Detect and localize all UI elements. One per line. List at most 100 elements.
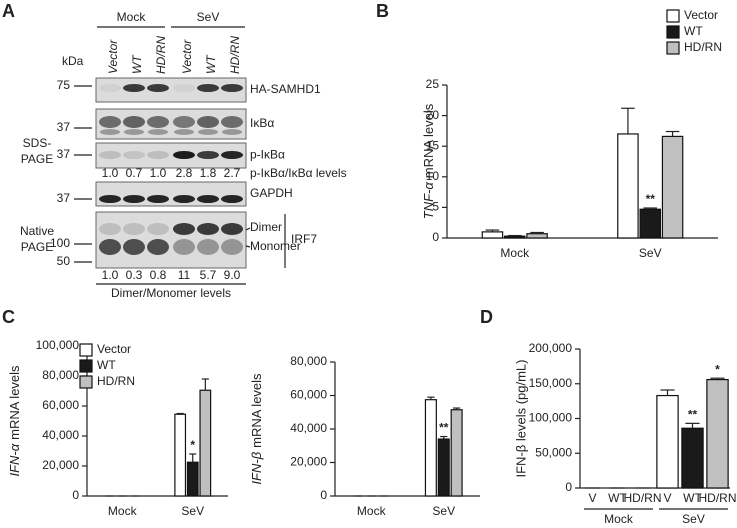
y-axis-label: IFN-β mRNA levels (249, 373, 264, 485)
band (173, 151, 195, 159)
bar (186, 461, 199, 497)
band (221, 84, 243, 92)
band (123, 84, 145, 92)
band (99, 116, 121, 128)
y-tick-label: 200,000 (529, 341, 573, 355)
x-tick-label: SeV (639, 246, 662, 260)
bar (661, 135, 684, 239)
bar (656, 394, 679, 489)
significance: ** (646, 192, 656, 206)
band (221, 195, 243, 203)
band (123, 223, 145, 235)
kda-label: kDa (62, 54, 84, 68)
band (123, 239, 145, 255)
bar (639, 208, 662, 239)
y-tick-label: 10 (426, 169, 440, 183)
legend-label: HD/RN (684, 40, 722, 54)
bar (199, 389, 212, 497)
lane-label: HD/RN (228, 36, 242, 74)
band (197, 195, 219, 203)
y-tick-label: 100,000 (36, 338, 80, 352)
ratio-value: 0.7 (126, 166, 143, 180)
ratio-value: 1.0 (102, 166, 119, 180)
significance: ** (439, 421, 449, 435)
band (123, 116, 145, 128)
significance: * (715, 362, 720, 376)
band (197, 84, 219, 92)
y-tick-label: 5 (432, 200, 439, 214)
panel-letter: D (480, 307, 493, 327)
legend-swatch (79, 359, 93, 373)
band (148, 129, 168, 135)
significance: * (190, 438, 195, 452)
y-axis-label: IFN-α mRNA levels (7, 365, 22, 477)
y-tick-label: 60,000 (290, 388, 327, 402)
y-axis-label-part: mRNA levels (7, 365, 22, 440)
band (123, 151, 145, 159)
x-tick-label: Mock (357, 504, 387, 518)
y-axis-label-part: mRNA levels (249, 373, 264, 448)
blot (95, 77, 247, 103)
band (173, 195, 195, 203)
band (100, 129, 120, 135)
blot-label: GAPDH (250, 186, 293, 200)
legend-label: WT (684, 24, 703, 38)
legend-swatch (79, 343, 93, 357)
legend-label: Vector (684, 8, 718, 22)
y-axis-label-part: TNF-α (421, 182, 436, 220)
ratio-label: Dimer/Monomer levels (111, 286, 231, 300)
legend-swatch (666, 9, 680, 23)
group-label: SeV (197, 10, 220, 24)
section-label: PAGE (21, 240, 53, 254)
y-tick-label: 0 (72, 488, 79, 502)
bar (617, 133, 639, 239)
group-label: Mock (117, 10, 147, 24)
bar (526, 233, 548, 239)
x-tick-label: V (663, 491, 671, 505)
y-tick-label: 80,000 (42, 368, 79, 382)
ratio-value: 0.8 (150, 268, 167, 282)
x-tick-label: SeV (432, 504, 455, 518)
lane-label: WT (204, 54, 218, 74)
ratio-value: 5.7 (200, 268, 217, 282)
ratio-value: 1.0 (102, 268, 119, 282)
band (173, 223, 195, 235)
marker-label: 50 (57, 254, 71, 268)
band (173, 84, 195, 92)
band (221, 116, 243, 128)
ratio-value: 2.7 (224, 166, 241, 180)
band (173, 116, 195, 128)
bar (706, 378, 729, 489)
legend-swatch (666, 41, 680, 55)
blot-label: IκBα (250, 116, 274, 130)
section-label: SDS- (23, 136, 52, 150)
blot-label: HA-SAMHD1 (250, 82, 321, 96)
bracket (245, 245, 251, 248)
panel-letter: A (2, 1, 15, 21)
band (173, 239, 195, 255)
ratio-label: p-IκBα/IκBα levels (250, 166, 347, 180)
band (197, 223, 219, 235)
band (198, 129, 218, 135)
y-tick-label: 0 (565, 480, 572, 494)
legend-label: HD/RN (97, 374, 135, 388)
band (147, 223, 169, 235)
x-tick-label: Mock (108, 504, 138, 518)
y-axis-label: IFN-β levels (pg/mL) (513, 360, 528, 478)
band (147, 151, 169, 159)
blot-label: IRF7 (291, 232, 317, 246)
band-label: Monomer (250, 239, 301, 253)
blot-label: p-IκBα (250, 148, 285, 162)
marker-label: 100 (50, 236, 70, 250)
y-tick-label: 40,000 (290, 421, 327, 435)
ratio-value: 0.3 (126, 268, 143, 282)
lane-label: Vector (106, 39, 120, 74)
band (147, 84, 169, 92)
lane-label: WT (130, 54, 144, 74)
ratio-value: 11 (178, 268, 191, 282)
y-tick-label: 60,000 (42, 398, 79, 412)
y-tick-label: 20,000 (42, 458, 79, 472)
band (221, 151, 243, 159)
y-axis-label: TNF-α mRNA levels (421, 103, 436, 219)
band (222, 129, 242, 135)
